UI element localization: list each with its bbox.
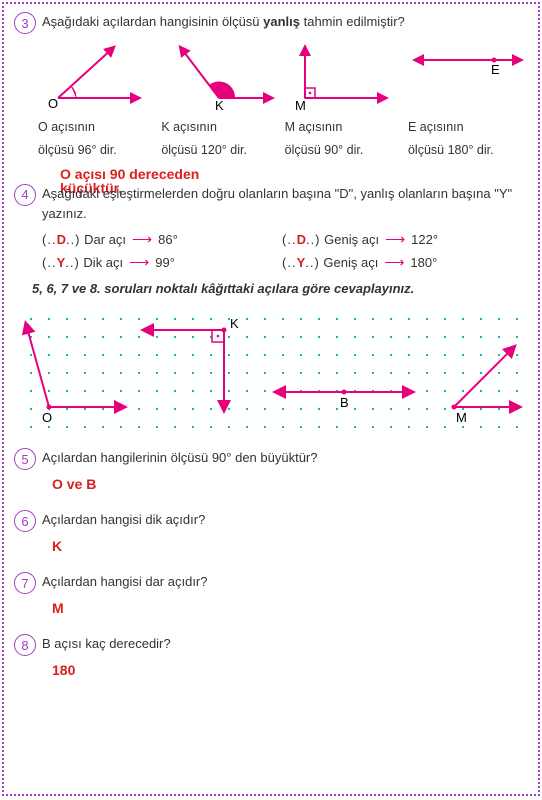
q3-row: 3 Aşağıdaki açılardan hangisinin ölçüsü … <box>14 12 528 34</box>
section-title: 5, 6, 7 ve 8. soruları noktalı kâğıttaki… <box>32 281 528 296</box>
angle-k-svg: K <box>161 40 281 112</box>
dotted-paper: O K B M <box>14 302 528 442</box>
q4-r2c1: (..Y..) Dik açı ⟶ 99° <box>42 254 282 271</box>
q4-match-row2: (..Y..) Dik açı ⟶ 99° (..Y..) Geniş açı … <box>42 254 528 271</box>
angle-k-cap1: K açısının <box>161 117 281 138</box>
q6-text: Açılardan hangisi dik açıdır? <box>42 510 205 531</box>
q4-val-01: 122° <box>411 232 438 247</box>
angle-col-e: E E açısının ölçüsü 180° dir. <box>408 40 528 162</box>
paren: (.. <box>282 255 297 270</box>
q4-r1c1: (..D..) Dar açı ⟶ 86° <box>42 231 282 248</box>
q4-ans-00: D <box>57 232 66 247</box>
q8-answer: 180 <box>52 662 528 678</box>
angle-o-cap1: O açısının <box>38 117 158 138</box>
dotted-angles-svg: O K B M <box>14 302 530 442</box>
q5-block: 5 Açılardan hangilerinin ölçüsü 90° den … <box>14 448 528 492</box>
q6-row: 6 Açılardan hangisi dik açıdır? <box>14 510 528 532</box>
angle-e-label: E <box>491 62 500 77</box>
q5-number: 5 <box>14 448 36 470</box>
dots-label-o: O <box>42 410 52 425</box>
q3-text-b: tahmin edilmiştir? <box>300 14 405 29</box>
paren: (.. <box>42 255 57 270</box>
q4-type-11: Geniş açı <box>323 255 378 270</box>
q3-number: 3 <box>14 12 36 34</box>
q4-r1c2: (..D..) Geniş açı ⟶ 122° <box>282 231 522 248</box>
paren: (.. <box>282 232 297 247</box>
q7-text: Açılardan hangisi dar açıdır? <box>42 572 207 593</box>
q3-text-a: Aşağıdaki açılardan hangisinin ölçüsü <box>42 14 263 29</box>
q4-type-01: Geniş açı <box>324 232 379 247</box>
q7-number: 7 <box>14 572 36 594</box>
dots-label-m: M <box>456 410 467 425</box>
q8-text: B açısı kaç derecedir? <box>42 634 171 655</box>
angle-col-k: K K açısının ölçüsü 120° dir. <box>161 40 281 162</box>
angle-o-svg: O <box>38 40 158 112</box>
angle-o-cap2: ölçüsü 96° dir. <box>38 140 158 161</box>
angle-k-label: K <box>215 98 224 112</box>
dots-label-b: B <box>340 395 349 410</box>
angle-col-o: O O açısının ölçüsü 96° dir. <box>38 40 158 162</box>
q4-type-10: Dik açı <box>83 255 123 270</box>
q4-row: 4 Aşağıdaki eşleştirmelerden doğru olanl… <box>14 184 528 226</box>
paren-close: ..) <box>306 232 321 247</box>
angle-k-cap2: ölçüsü 120° dir. <box>161 140 281 161</box>
paren: (.. <box>42 232 57 247</box>
angle-m-cap2: ölçüsü 90° dir. <box>285 140 405 161</box>
q4-ans-01: D <box>297 232 306 247</box>
q7-row: 7 Açılardan hangisi dar açıdır? <box>14 572 528 594</box>
q4-text: Aşağıdaki eşleştirmelerden doğru olanlar… <box>42 184 528 226</box>
angle-m-cap1: M açısının <box>285 117 405 138</box>
q8-block: 8 B açısı kaç derecedir? 180 <box>14 634 528 678</box>
arrow-icon: ⟶ <box>132 231 152 248</box>
q3-angles: O O açısının ölçüsü 96° dir. K K açısını… <box>38 40 528 162</box>
q6-number: 6 <box>14 510 36 532</box>
q4-type-00: Dar açı <box>84 232 126 247</box>
q6-block: 6 Açılardan hangisi dik açıdır? K <box>14 510 528 554</box>
q5-text: Açılardan hangilerinin ölçüsü 90° den bü… <box>42 448 318 469</box>
angle-e-svg: E <box>408 40 528 112</box>
q4-val-11: 180° <box>410 255 437 270</box>
arrow-icon: ⟶ <box>129 254 149 271</box>
q4-ans-10: Y <box>57 255 66 270</box>
paren-close: ..) <box>66 232 81 247</box>
angle-e-cap2: ölçüsü 180° dir. <box>408 140 528 161</box>
q4-match-row1: (..D..) Dar açı ⟶ 86° (..D..) Geniş açı … <box>42 231 528 248</box>
q5-answer: O ve B <box>52 476 528 492</box>
q4-number: 4 <box>14 184 36 206</box>
angle-e-cap1: E açısının <box>408 117 528 138</box>
q7-block: 7 Açılardan hangisi dar açıdır? M <box>14 572 528 616</box>
page-frame: 3 Aşağıdaki açılardan hangisinin ölçüsü … <box>2 2 540 796</box>
q4-ans-11: Y <box>297 255 306 270</box>
angle-col-m: M M açısının ölçüsü 90° dir. <box>285 40 405 162</box>
arrow-icon: ⟶ <box>384 254 404 271</box>
arrow-icon: ⟶ <box>385 231 405 248</box>
q4-val-10: 99° <box>155 255 175 270</box>
paren-close: ..) <box>65 255 80 270</box>
angle-m-svg: M <box>285 40 405 112</box>
angle-o-label: O <box>48 96 58 111</box>
angle-m-label: M <box>295 98 306 112</box>
q3-text: Aşağıdaki açılardan hangisinin ölçüsü ya… <box>42 12 405 33</box>
paren-close: ..) <box>305 255 320 270</box>
q4-r2c2: (..Y..) Geniş açı ⟶ 180° <box>282 254 522 271</box>
q4-val-00: 86° <box>158 232 178 247</box>
dots-label-k: K <box>230 316 239 331</box>
q6-answer: K <box>52 538 528 554</box>
q7-answer: M <box>52 600 528 616</box>
q3-text-bold: yanlış <box>263 14 300 29</box>
q8-number: 8 <box>14 634 36 656</box>
q8-row: 8 B açısı kaç derecedir? <box>14 634 528 656</box>
q5-row: 5 Açılardan hangilerinin ölçüsü 90° den … <box>14 448 528 470</box>
